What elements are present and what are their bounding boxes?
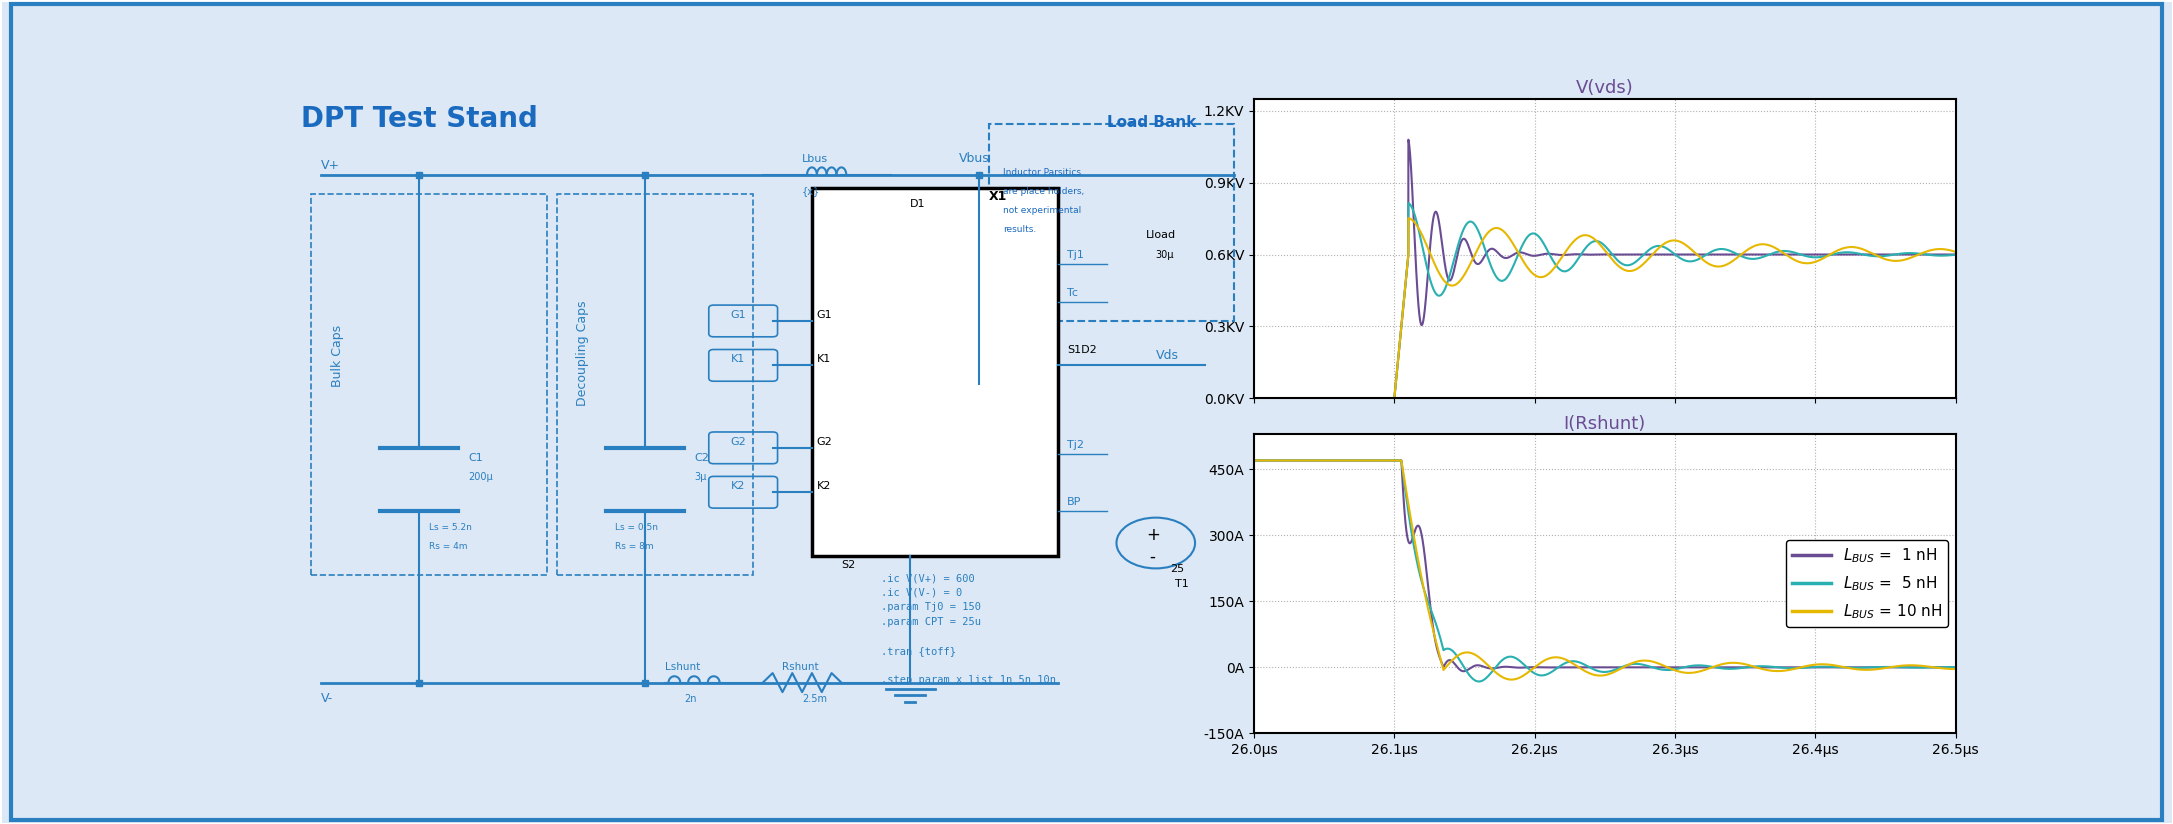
Title: I(Rshunt): I(Rshunt) — [1565, 414, 1645, 433]
Text: 2n: 2n — [684, 694, 698, 704]
Text: 25: 25 — [1171, 564, 1184, 574]
Text: 2.5m: 2.5m — [802, 694, 828, 704]
Text: D1: D1 — [910, 199, 926, 208]
Text: Ls = 5.2n: Ls = 5.2n — [428, 523, 472, 532]
Text: Rs = 8m: Rs = 8m — [615, 542, 654, 551]
Text: are place holders,: are place holders, — [1004, 187, 1084, 196]
Text: Bulk Caps: Bulk Caps — [330, 325, 343, 387]
Text: .ic V(V-) = 0: .ic V(V-) = 0 — [880, 588, 963, 597]
Text: Lbus: Lbus — [802, 154, 828, 164]
Text: {x}: {x} — [802, 186, 821, 196]
Text: .step param x list 1n 5n 10n: .step param x list 1n 5n 10n — [880, 675, 1056, 686]
Text: DPT Test Stand: DPT Test Stand — [302, 105, 539, 133]
Text: Tj1: Tj1 — [1067, 250, 1084, 260]
Text: Tj2: Tj2 — [1067, 440, 1084, 450]
Text: G1: G1 — [817, 310, 832, 320]
Text: BP: BP — [1067, 497, 1082, 507]
Text: 30μ: 30μ — [1156, 250, 1173, 260]
Text: X1: X1 — [989, 190, 1006, 204]
Text: C1: C1 — [467, 452, 482, 462]
Text: G1: G1 — [730, 310, 745, 320]
Text: 3μ: 3μ — [693, 471, 706, 481]
Text: G2: G2 — [730, 437, 745, 447]
Text: Vbus: Vbus — [958, 152, 991, 166]
Text: T1: T1 — [1176, 579, 1189, 589]
Title: V(vds): V(vds) — [1575, 79, 1634, 97]
Text: Ls = 0.5n: Ls = 0.5n — [615, 523, 658, 532]
Text: S1D2: S1D2 — [1067, 344, 1097, 354]
Text: K1: K1 — [730, 354, 745, 364]
Text: V-: V- — [322, 691, 332, 705]
Text: K1: K1 — [817, 354, 830, 364]
Text: 200μ: 200μ — [467, 471, 493, 481]
Text: K2: K2 — [817, 481, 832, 491]
Text: Vds: Vds — [1156, 349, 1178, 362]
Text: .tran {toff}: .tran {toff} — [880, 646, 956, 656]
Text: .param CPT = 25u: .param CPT = 25u — [880, 617, 980, 627]
Text: K2: K2 — [730, 481, 745, 491]
Text: Lshunt: Lshunt — [665, 662, 700, 672]
Text: Rshunt: Rshunt — [782, 662, 819, 672]
Text: Lload: Lload — [1145, 231, 1176, 241]
Text: -: - — [1150, 548, 1154, 566]
Text: Tc: Tc — [1067, 288, 1078, 297]
Legend: $L_{BUS}$ =  1 nH, $L_{BUS}$ =  5 nH, $L_{BUS}$ = 10 nH: $L_{BUS}$ = 1 nH, $L_{BUS}$ = 5 nH, $L_{… — [1786, 541, 1947, 627]
Text: S2: S2 — [841, 560, 856, 570]
Text: +: + — [1145, 526, 1160, 544]
Text: Inductor Parsitics: Inductor Parsitics — [1004, 168, 1082, 177]
Text: Load Bank: Load Bank — [1106, 115, 1195, 130]
Text: .ic V(V+) = 600: .ic V(V+) = 600 — [880, 573, 974, 583]
Text: Rs = 4m: Rs = 4m — [428, 542, 467, 551]
Text: results.: results. — [1004, 225, 1037, 234]
Text: Decoupling Caps: Decoupling Caps — [576, 301, 589, 406]
Text: V+: V+ — [322, 159, 339, 171]
Text: C2: C2 — [693, 452, 708, 462]
Text: G2: G2 — [817, 437, 832, 447]
Text: not experimental: not experimental — [1004, 206, 1082, 215]
Text: .param Tj0 = 150: .param Tj0 = 150 — [880, 602, 980, 612]
FancyBboxPatch shape — [813, 188, 1058, 555]
